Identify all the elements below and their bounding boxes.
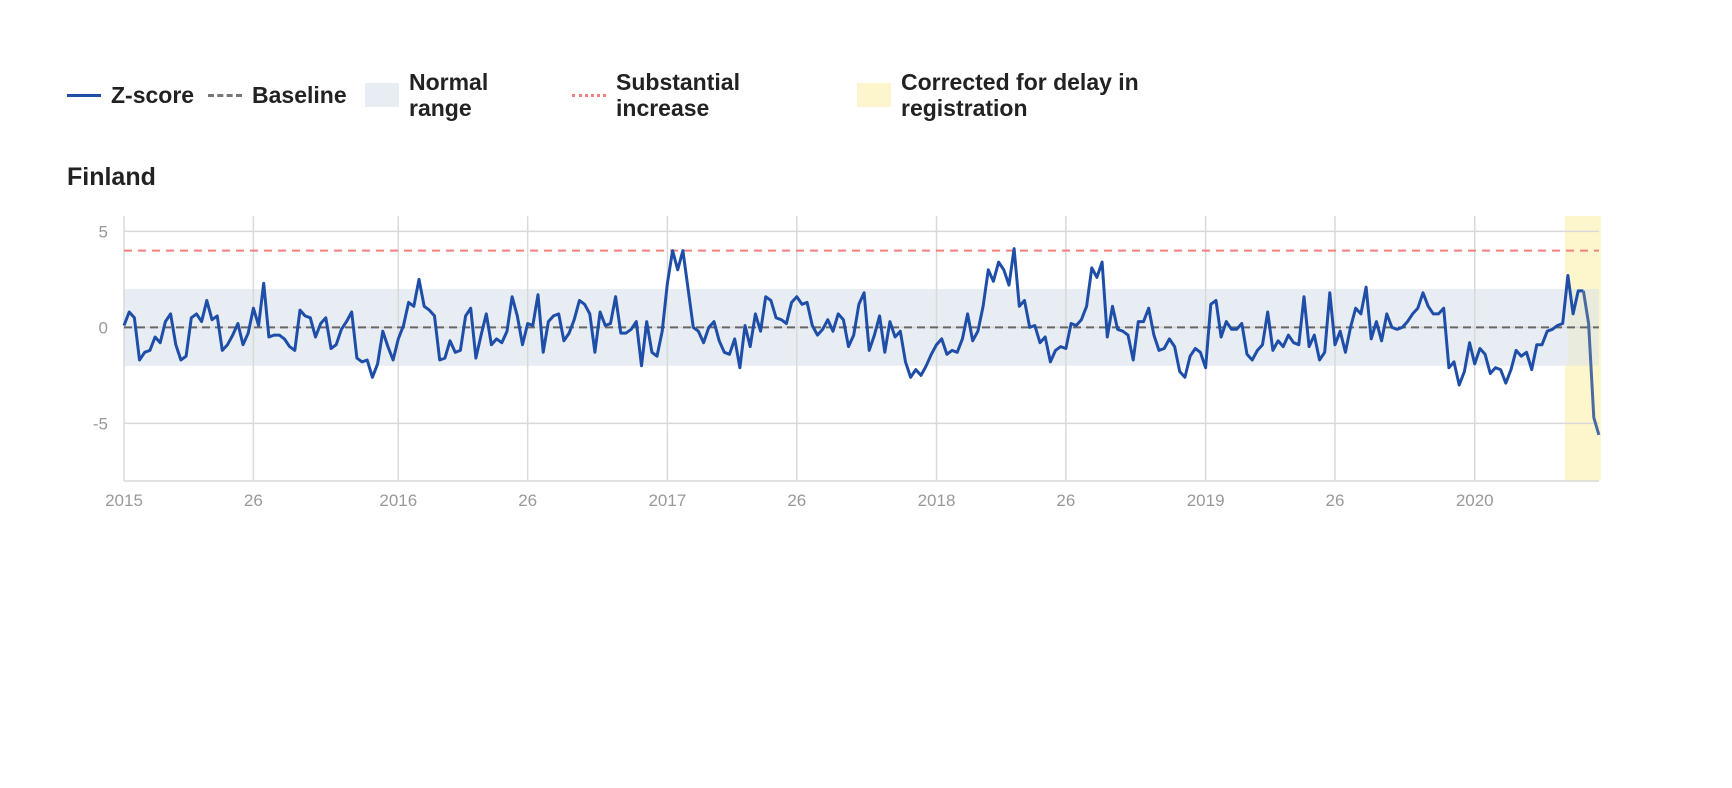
x-tick-label: 2017 (648, 491, 686, 510)
zscore-line (122, 247, 1584, 387)
x-tick-label: 26 (787, 491, 806, 510)
y-tick-label: 5 (99, 222, 108, 241)
legend-normal-range-swatch (365, 83, 399, 107)
x-tick-label: 2019 (1187, 491, 1225, 510)
legend-zscore-label: Z-score (111, 82, 195, 108)
y-tick-label: -5 (93, 414, 108, 433)
legend-baseline-label: Baseline (252, 82, 347, 108)
zscore-line-corrected (1581, 290, 1601, 436)
x-tick-label: 2018 (918, 491, 956, 510)
legend: Z-score Baseline Normal range Substantia… (67, 67, 1167, 123)
legend-normal-range-label: Normal range (409, 69, 489, 121)
x-tick-label: 2016 (379, 491, 417, 510)
x-tick-label: 26 (1326, 491, 1345, 510)
legend-baseline: Baseline (208, 67, 347, 123)
x-tick-label: 2020 (1456, 491, 1494, 510)
legend-corrected-swatch (857, 83, 891, 107)
y-tick-label: 0 (99, 318, 108, 337)
legend-zscore-swatch (67, 93, 101, 97)
x-tick-label: 26 (244, 491, 263, 510)
chart-title: Finland (67, 163, 156, 191)
legend-corrected-label: Corrected for delay in registration (901, 69, 1139, 121)
x-tick-label: 26 (1056, 491, 1075, 510)
legend-normal-range: Normal range (365, 67, 589, 123)
legend-substantial-increase-label: Substantial increase (616, 69, 740, 121)
x-tick-label: 2015 (105, 491, 143, 510)
legend-zscore: Z-score (67, 67, 194, 123)
legend-baseline-swatch (208, 93, 242, 97)
x-tick-label: 26 (518, 491, 537, 510)
legend-substantial-increase-swatch (572, 93, 606, 97)
legend-substantial-increase: Substantial increase (572, 67, 796, 123)
legend-corrected: Corrected for delay in registration (857, 67, 1201, 123)
